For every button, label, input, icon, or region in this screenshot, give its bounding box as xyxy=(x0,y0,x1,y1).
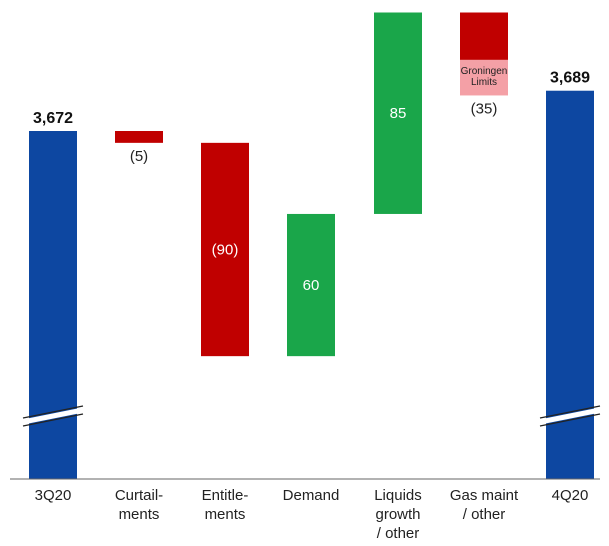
delta-bar-segment xyxy=(460,12,508,60)
data-label: 60 xyxy=(303,277,320,294)
category-label: Curtail- xyxy=(115,487,163,504)
data-label: 85 xyxy=(390,105,407,122)
axis-break-line xyxy=(22,413,84,427)
delta-bar xyxy=(115,131,163,143)
category-label: ments xyxy=(205,506,246,523)
delta-bar xyxy=(201,142,249,357)
axis-break-line xyxy=(539,405,601,419)
category-label: growth xyxy=(375,506,420,523)
delta-bar-segment xyxy=(460,59,508,96)
category-labels: 3Q20 Curtail-ments Entitle-ments Demand Liqu… xyxy=(35,487,589,542)
category-label: / other xyxy=(377,525,420,542)
total-bar xyxy=(29,131,77,479)
category-label: 3Q20 xyxy=(35,487,72,504)
category-label: Demand xyxy=(283,487,340,504)
bars-layer xyxy=(22,12,601,480)
axis-break-gap xyxy=(539,407,601,425)
data-label: 3,689 xyxy=(550,70,590,87)
category-label: ments xyxy=(119,506,160,523)
category-label: Gas maint xyxy=(450,487,519,504)
category-label: / other xyxy=(463,506,506,523)
axis-break-line xyxy=(539,413,601,427)
axis-break-line xyxy=(22,405,84,419)
data-label: (5) xyxy=(130,148,148,165)
axis-break-gap xyxy=(22,407,84,425)
segment-label: Limits xyxy=(471,77,497,88)
delta-bar xyxy=(287,213,335,357)
segment-label: Groningen xyxy=(461,66,508,77)
category-label: Entitle- xyxy=(202,487,249,504)
data-label: (90) xyxy=(212,242,239,259)
data-label: (35) xyxy=(471,100,498,117)
delta-bar xyxy=(374,12,422,214)
category-label: 4Q20 xyxy=(552,487,589,504)
data-label: 3,672 xyxy=(33,110,73,127)
category-label: Liquids xyxy=(374,487,422,504)
